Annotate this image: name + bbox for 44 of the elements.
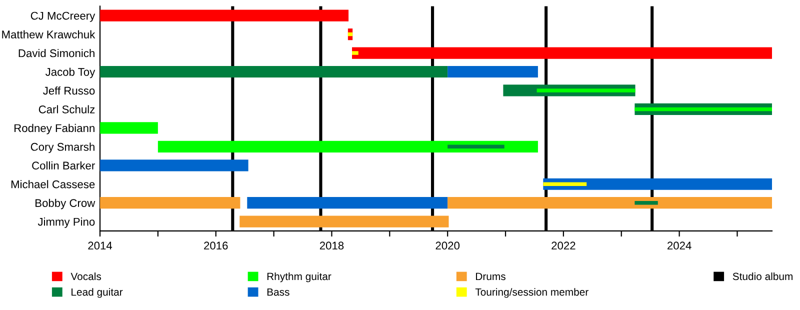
bar: [348, 32, 353, 36]
x-tick-label: 2020: [436, 242, 460, 250]
y-tick-label: Bobby Crow: [36, 198, 96, 210]
legend-label: Bass: [267, 288, 290, 296]
y-tick-label: Cory Smarsh: [30, 142, 94, 153]
bar: [448, 66, 538, 78]
bar: [448, 144, 504, 149]
y-tick-label: CJ McCreery: [30, 12, 96, 22]
bar: [158, 140, 538, 152]
bar: [634, 200, 658, 205]
bar: [100, 160, 248, 172]
bar: [543, 178, 772, 190]
bar: [247, 197, 448, 209]
y-tick-label: Carl Schulz: [38, 105, 95, 114]
y-tick-label: Rodney Fabiann: [14, 124, 94, 134]
y-tick-label: Jeff Russo: [43, 86, 95, 95]
legend-label: Vocals: [70, 272, 102, 280]
bar: [240, 216, 449, 228]
bar: [536, 88, 636, 92]
bar: [100, 10, 349, 22]
legend-label: Lead guitar: [72, 288, 123, 298]
bar: [352, 47, 772, 59]
x-tick-label: 2014: [88, 242, 112, 250]
bar: [448, 197, 772, 209]
x-tick-label: 2022: [552, 242, 576, 250]
x-tick-label: 2018: [320, 242, 344, 250]
bar: [634, 107, 772, 112]
bar: [352, 51, 358, 55]
legend-label: Touring/session member: [475, 288, 588, 298]
bar: [100, 122, 158, 134]
x-tick-label: 2016: [204, 242, 228, 250]
bar: [100, 197, 240, 209]
y-tick-label: Jacob Toy: [45, 68, 96, 78]
legend-label: Drums: [476, 272, 506, 280]
y-tick-label: Michael Cassese: [11, 180, 95, 188]
bar: [543, 182, 587, 186]
legend-label: Rhythm guitar: [267, 272, 332, 282]
y-tick-label: Jimmy Pino: [38, 218, 95, 228]
bar: [100, 66, 448, 78]
legend-label: Studio album: [732, 272, 792, 280]
y-tick-label: David Simonich: [18, 48, 94, 58]
y-tick-label: Collin Barker: [32, 161, 95, 170]
y-tick-label: Matthew Krawchuk: [2, 30, 96, 38]
x-tick-label: 2024: [668, 242, 692, 250]
